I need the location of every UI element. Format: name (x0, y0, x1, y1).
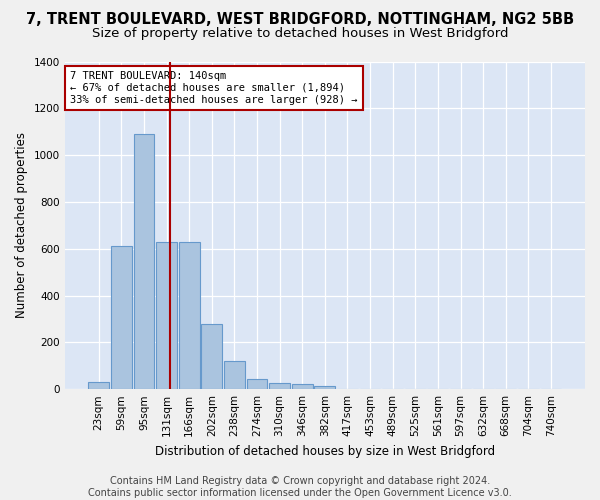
Bar (247, 378, 268, 389)
Bar (224, 361, 245, 389)
Text: 7 TRENT BOULEVARD: 140sqm
← 67% of detached houses are smaller (1,894)
33% of se: 7 TRENT BOULEVARD: 140sqm ← 67% of detac… (70, 72, 358, 104)
Bar (111, 246, 132, 389)
Bar (292, 384, 313, 389)
Bar (179, 242, 200, 389)
Bar (314, 386, 335, 389)
X-axis label: Distribution of detached houses by size in West Bridgford: Distribution of detached houses by size … (155, 444, 495, 458)
Text: Size of property relative to detached houses in West Bridgford: Size of property relative to detached ho… (92, 28, 508, 40)
Y-axis label: Number of detached properties: Number of detached properties (15, 132, 28, 318)
Bar (269, 384, 290, 389)
Bar (202, 324, 222, 389)
Bar (134, 134, 154, 389)
Bar (156, 242, 177, 389)
Bar (88, 382, 109, 389)
Text: Contains HM Land Registry data © Crown copyright and database right 2024.
Contai: Contains HM Land Registry data © Crown c… (88, 476, 512, 498)
Text: 7, TRENT BOULEVARD, WEST BRIDGFORD, NOTTINGHAM, NG2 5BB: 7, TRENT BOULEVARD, WEST BRIDGFORD, NOTT… (26, 12, 574, 28)
